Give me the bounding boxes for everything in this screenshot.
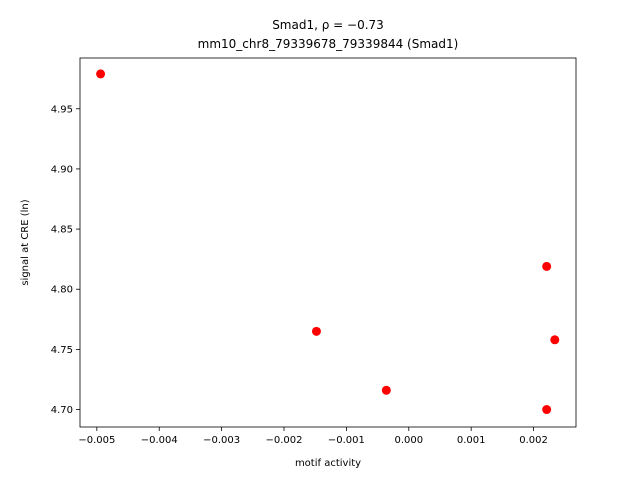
data-point [550,335,560,345]
data-point [542,261,552,271]
x-tick-label: 0.002 [519,435,548,446]
x-tick-label: 0.000 [394,435,423,446]
y-tick-label: 4.90 [51,164,73,175]
y-tick-label: 4.75 [51,345,73,356]
y-tick-label: 4.85 [51,225,73,236]
y-axis-label: signal at CRE (ln) [20,199,31,285]
data-points [96,69,560,415]
x-tick-label: −0.003 [203,435,240,446]
data-point [381,385,391,395]
x-axis-ticks: −0.005 −0.004 −0.003 −0.002 −0.001 0.000 0.001… [78,427,548,446]
data-point [96,69,106,79]
x-tick-label: 0.001 [457,435,486,446]
x-tick-label: −0.001 [328,435,365,446]
y-axis-ticks: 4.70 4.75 4.80 4.85 4.90 4.95 [51,104,80,416]
x-axis-label: motif activity [295,458,361,469]
y-tick-label: 4.70 [51,405,73,416]
x-tick-label: −0.004 [141,435,178,446]
data-point [542,405,552,415]
y-tick-label: 4.95 [51,104,73,115]
y-tick-label: 4.80 [51,285,73,296]
x-tick-label: −0.005 [78,435,115,446]
plot-area-frame [79,57,577,428]
chart-title-line2: mm10_chr8_79339678_79339844 (Smad1) [198,37,459,51]
x-tick-label: −0.002 [266,435,303,446]
chart-title-line1: Smad1, ρ = −0.73 [272,18,384,32]
data-point [311,326,321,336]
